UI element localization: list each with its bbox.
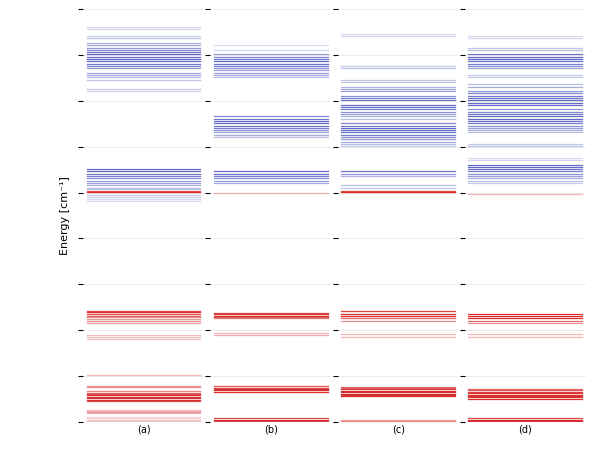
Y-axis label: Energy [cm⁻¹]: Energy [cm⁻¹]: [60, 176, 70, 255]
